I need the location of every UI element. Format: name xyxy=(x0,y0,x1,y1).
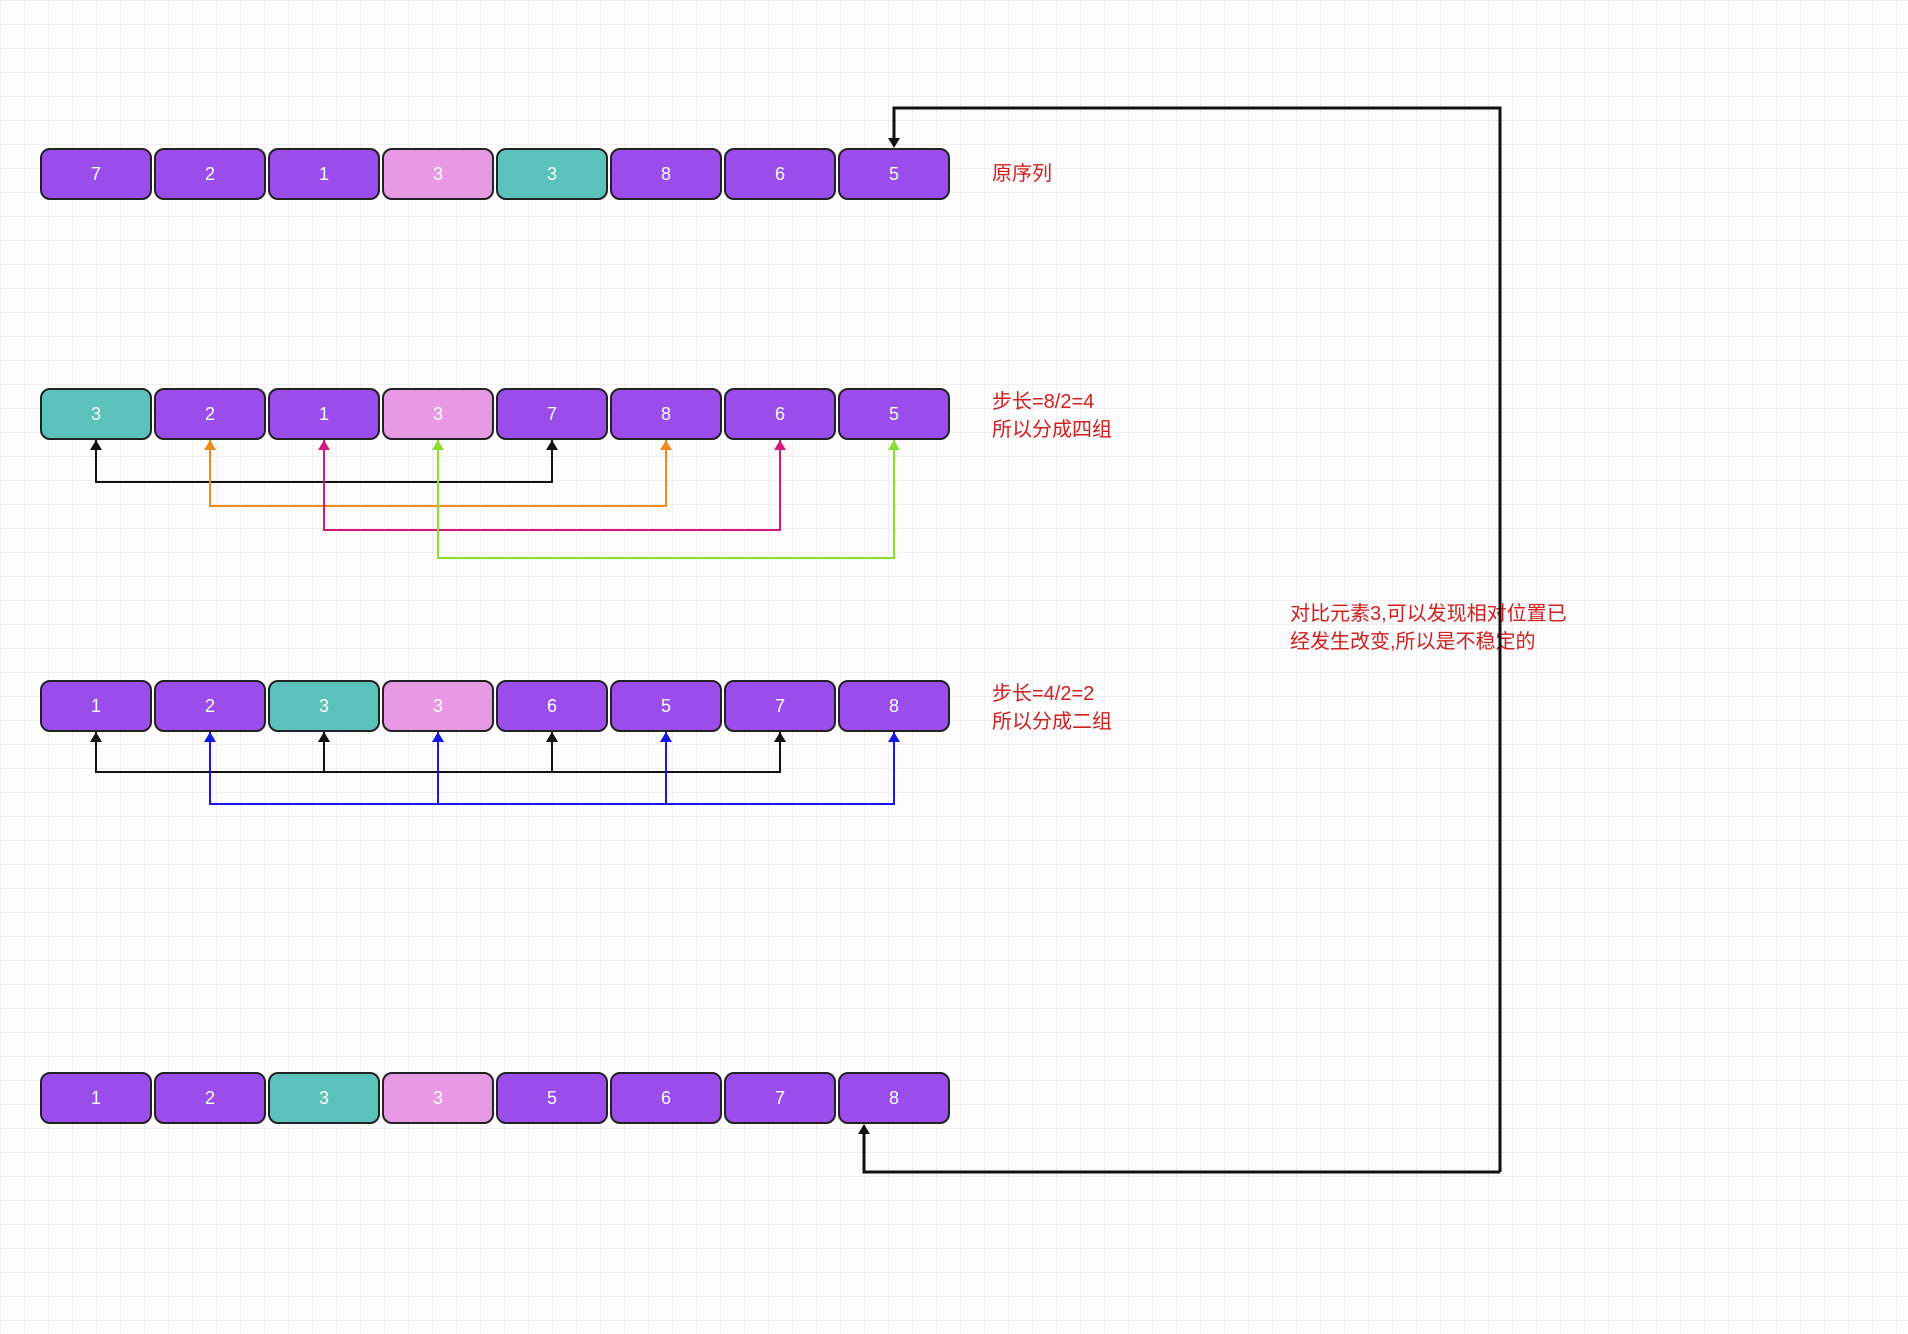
row1-cell-5: 8 xyxy=(610,388,722,440)
row0-cell-7: 5 xyxy=(838,148,950,200)
row3-cell-4: 5 xyxy=(496,1072,608,1124)
array-row-original: 72133865 xyxy=(40,148,952,200)
row3-cell-7: 8 xyxy=(838,1072,950,1124)
row3-cell-5: 6 xyxy=(610,1072,722,1124)
row0-cell-2: 1 xyxy=(268,148,380,200)
row1-cell-4: 7 xyxy=(496,388,608,440)
label-step4: 步长=8/2=4所以分成四组 xyxy=(992,388,1112,444)
row2-cell-0: 1 xyxy=(40,680,152,732)
row0-cell-4: 3 xyxy=(496,148,608,200)
label-instability: 对比元素3,可以发现相对位置已经发生改变,所以是不稳定的 xyxy=(1290,600,1567,656)
row2-cell-7: 8 xyxy=(838,680,950,732)
row1-cell-1: 2 xyxy=(154,388,266,440)
array-row-final: 12335678 xyxy=(40,1072,952,1124)
row2-cell-4: 6 xyxy=(496,680,608,732)
label-step2: 步长=4/2=2所以分成二组 xyxy=(992,680,1112,736)
row3-cell-6: 7 xyxy=(724,1072,836,1124)
row0-cell-6: 6 xyxy=(724,148,836,200)
row0-cell-0: 7 xyxy=(40,148,152,200)
arrow-overlay xyxy=(0,0,1908,1334)
row0-cell-3: 3 xyxy=(382,148,494,200)
row3-cell-3: 3 xyxy=(382,1072,494,1124)
row1-cell-0: 3 xyxy=(40,388,152,440)
row0-cell-5: 8 xyxy=(610,148,722,200)
row3-cell-1: 2 xyxy=(154,1072,266,1124)
row3-cell-2: 3 xyxy=(268,1072,380,1124)
row2-cell-3: 3 xyxy=(382,680,494,732)
row2-cell-6: 7 xyxy=(724,680,836,732)
diagram-canvas: 72133865 32137865 12336578 12335678 原序列 … xyxy=(0,0,1908,1334)
row2-cell-1: 2 xyxy=(154,680,266,732)
row1-cell-7: 5 xyxy=(838,388,950,440)
label-original: 原序列 xyxy=(992,160,1052,188)
array-row-step4: 32137865 xyxy=(40,388,952,440)
row2-cell-5: 5 xyxy=(610,680,722,732)
row2-cell-2: 3 xyxy=(268,680,380,732)
row3-cell-0: 1 xyxy=(40,1072,152,1124)
row0-cell-1: 2 xyxy=(154,148,266,200)
row1-cell-6: 6 xyxy=(724,388,836,440)
array-row-step2: 12336578 xyxy=(40,680,952,732)
row1-cell-3: 3 xyxy=(382,388,494,440)
row1-cell-2: 1 xyxy=(268,388,380,440)
